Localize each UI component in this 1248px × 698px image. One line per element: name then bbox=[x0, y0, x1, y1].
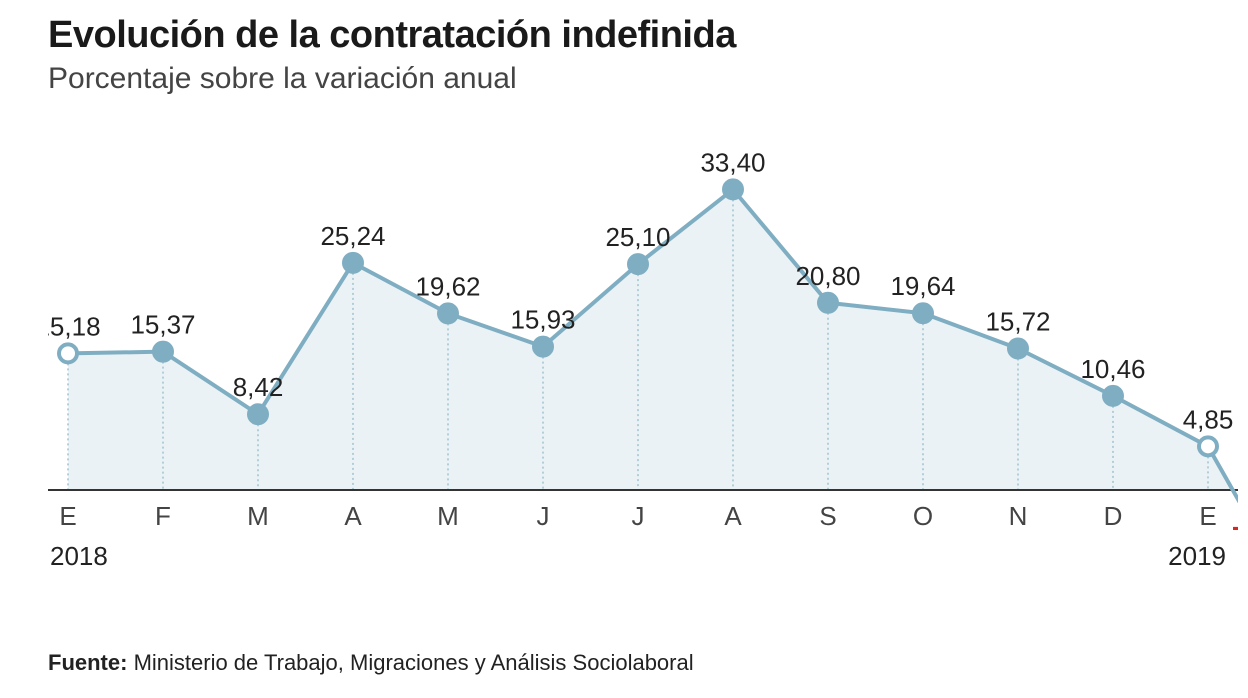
data-label: 8,42 bbox=[233, 372, 284, 402]
x-tick-label: A bbox=[724, 501, 742, 531]
x-tick-label: M bbox=[247, 501, 269, 531]
data-label: 15,37 bbox=[130, 310, 195, 340]
x-tick-label: J bbox=[537, 501, 550, 531]
data-label: 15,72 bbox=[985, 307, 1050, 337]
data-marker bbox=[819, 294, 837, 312]
year-label-right: 2019 bbox=[1168, 541, 1226, 571]
data-marker bbox=[249, 405, 267, 423]
data-label: 19,64 bbox=[890, 271, 955, 301]
x-tick-label: O bbox=[913, 501, 933, 531]
data-marker bbox=[344, 254, 362, 272]
data-marker bbox=[439, 304, 457, 322]
x-tick-label: J bbox=[632, 501, 645, 531]
x-tick-label: A bbox=[344, 501, 362, 531]
chart-area: 15,18 15,37 8,42 25,24 19,62 15,93 25,10 33,40 2… bbox=[48, 120, 1238, 590]
x-tick-label: E bbox=[59, 501, 76, 531]
line-chart-svg: 15,18 15,37 8,42 25,24 19,62 15,93 25,10 33,40 2… bbox=[48, 120, 1238, 590]
data-label: 4,85 bbox=[1183, 404, 1234, 434]
data-marker bbox=[914, 304, 932, 322]
data-label: 25,24 bbox=[320, 221, 385, 251]
data-label: 15,18 bbox=[48, 311, 101, 341]
source-text: Ministerio de Trabajo, Migraciones y Aná… bbox=[127, 650, 693, 675]
x-tick-label: E bbox=[1199, 501, 1216, 531]
cutoff-label: -3 bbox=[1232, 511, 1238, 541]
data-label: 25,10 bbox=[605, 222, 670, 252]
year-label-left: 2018 bbox=[50, 541, 108, 571]
x-tick-label: S bbox=[819, 501, 836, 531]
data-marker bbox=[154, 343, 172, 361]
data-marker bbox=[1104, 387, 1122, 405]
data-label: 20,80 bbox=[795, 261, 860, 291]
data-marker bbox=[59, 344, 77, 362]
data-label: 33,40 bbox=[700, 147, 765, 177]
data-marker bbox=[1199, 437, 1217, 455]
source-label: Fuente: bbox=[48, 650, 127, 675]
data-label: 15,93 bbox=[510, 305, 575, 335]
chart-source: Fuente: Ministerio de Trabajo, Migracion… bbox=[48, 650, 694, 676]
data-marker bbox=[1009, 340, 1027, 358]
data-label: 10,46 bbox=[1080, 354, 1145, 384]
data-marker bbox=[534, 338, 552, 356]
chart-container: Evolución de la contratación indefinida … bbox=[0, 0, 1248, 698]
x-tick-label: F bbox=[155, 501, 171, 531]
x-tick-label: N bbox=[1009, 501, 1028, 531]
x-tick-label: D bbox=[1104, 501, 1123, 531]
x-tick-label: M bbox=[437, 501, 459, 531]
chart-subtitle: Porcentaje sobre la variación anual bbox=[48, 62, 517, 96]
data-marker bbox=[629, 255, 647, 273]
data-label: 19,62 bbox=[415, 271, 480, 301]
chart-title: Evolución de la contratación indefinida bbox=[48, 14, 736, 57]
data-marker bbox=[724, 180, 742, 198]
